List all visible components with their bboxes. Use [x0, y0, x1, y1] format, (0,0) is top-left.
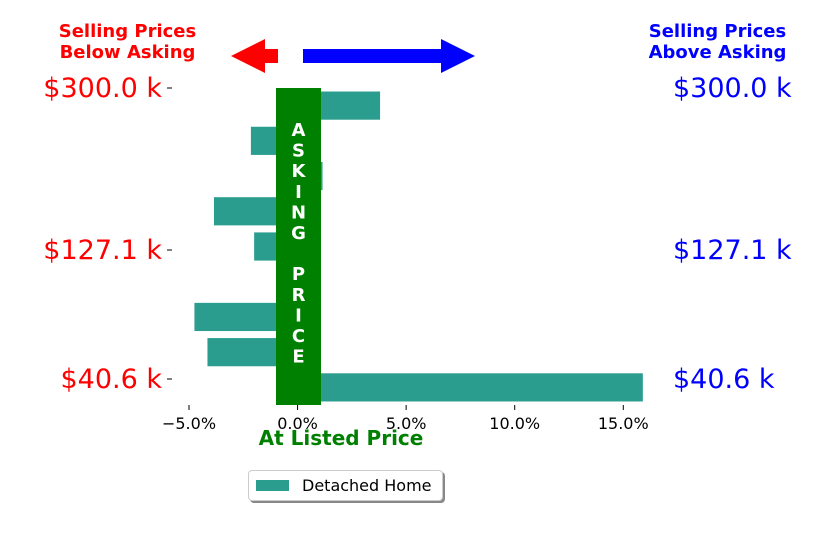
right-arrow-icon — [303, 39, 475, 73]
asking-letter-1: S — [292, 141, 305, 162]
y-tick-right-0: $300.0 k — [673, 73, 792, 104]
legend: Detached Home — [248, 470, 443, 501]
y-tick-left-0: $300.0 k — [43, 73, 162, 104]
asking-letter-10: C — [292, 326, 305, 347]
below-asking-header-line1: Selling Prices — [58, 21, 197, 42]
y-tick-left-1: $127.1 k — [43, 235, 162, 266]
x-tick-label-4: 15.0% — [598, 414, 649, 433]
asking-price-band — [276, 88, 321, 405]
asking-letter-0: A — [292, 120, 306, 141]
asking-letter-8: R — [292, 285, 306, 306]
y-tick-right-2: $40.6 k — [673, 364, 775, 395]
asking-letter-7: P — [292, 264, 305, 285]
y-tick-left-2: $40.6 k — [60, 364, 162, 395]
x-tick-label-3: 10.0% — [489, 414, 540, 433]
below-asking-header-line2: Below Asking — [59, 42, 196, 63]
asking-letter-4: N — [291, 202, 306, 223]
asking-letter-11: E — [292, 347, 304, 368]
above-asking-header: Selling Prices Above Asking — [630, 21, 805, 63]
asking-letter-3: I — [295, 182, 302, 203]
left-arrow-icon — [231, 39, 278, 73]
legend-label: Detached Home — [302, 476, 432, 495]
asking-letter-5: G — [291, 223, 306, 244]
asking-letter-2: K — [292, 161, 307, 182]
x-tick-label-1: 0.0% — [277, 414, 318, 433]
bar-0 — [297, 373, 643, 402]
y-tick-right-1: $127.1 k — [673, 235, 792, 266]
x-tick-label-2: 5.0% — [386, 414, 427, 433]
below-asking-header: Selling Prices Below Asking — [40, 21, 215, 63]
above-asking-header-line2: Above Asking — [648, 42, 787, 63]
above-asking-header-line1: Selling Prices — [648, 21, 787, 42]
x-tick-label-0: −5.0% — [162, 414, 216, 433]
asking-letter-9: I — [295, 305, 302, 326]
legend-swatch — [256, 480, 289, 491]
x-axis-label: At Listed Price — [259, 426, 424, 450]
